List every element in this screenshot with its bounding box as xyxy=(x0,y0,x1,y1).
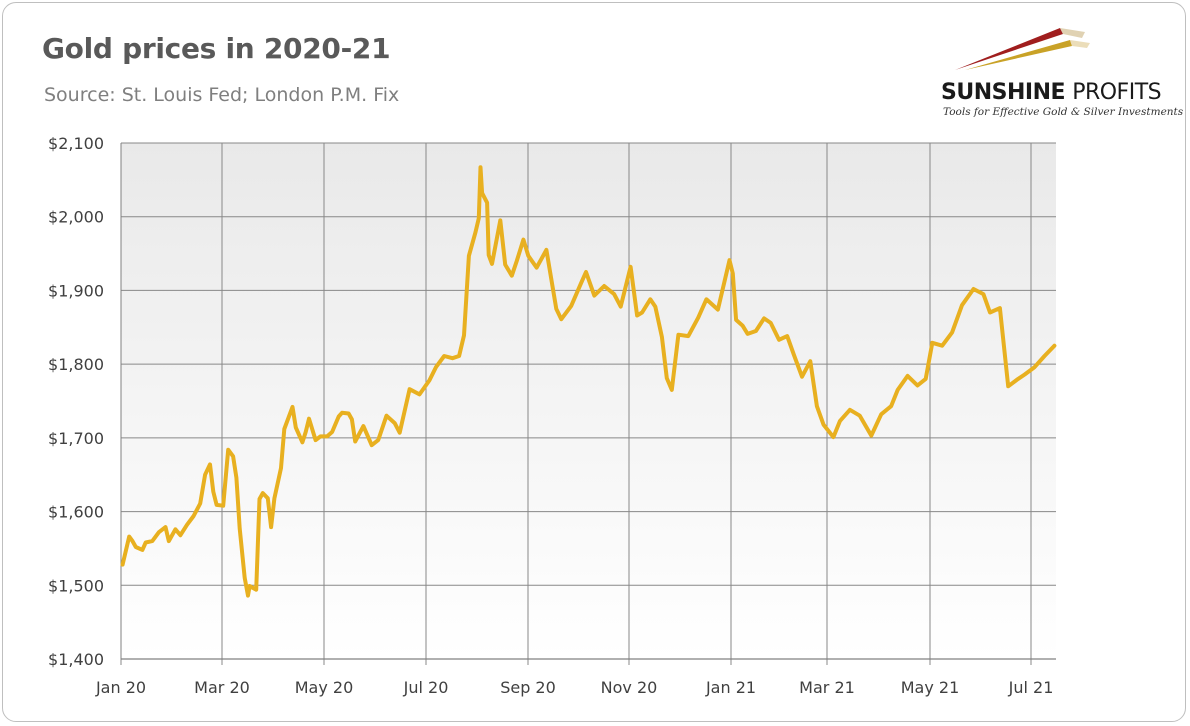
x-tick-label: Jul 21 xyxy=(1008,678,1054,697)
logo-rays-icon xyxy=(955,28,1090,70)
y-tick-label: $1,400 xyxy=(48,650,104,669)
x-tick-label: Jul 20 xyxy=(403,678,449,697)
y-tick-label: $1,600 xyxy=(48,503,104,522)
logo-wordmark: SUNSHINE PROFITS xyxy=(941,80,1162,105)
x-tick-label: Jan 20 xyxy=(95,678,146,697)
grid-lines xyxy=(120,142,1056,665)
x-tick-label: Jan 21 xyxy=(705,678,756,697)
x-tick-label: Mar 20 xyxy=(194,678,250,697)
sunshine-profits-logo: SUNSHINE PROFITS Tools for Effective Gol… xyxy=(935,18,1183,118)
x-tick-label: May 21 xyxy=(901,678,960,697)
price-series xyxy=(120,165,1057,598)
x-tick-label: Nov 20 xyxy=(601,678,658,697)
x-axis-ticks: Jan 20 Mar 20 May 20 Jul 20 Sep 20 Nov 20 Jan … xyxy=(95,678,1053,697)
chart-title: Gold prices in 2020-21 xyxy=(42,32,391,65)
logo-word-main: SUNSHINE xyxy=(941,80,1066,105)
y-tick-label: $2,100 xyxy=(48,134,104,153)
x-tick-label: May 20 xyxy=(295,678,354,697)
y-tick-label: $1,800 xyxy=(48,355,104,374)
y-tick-label: $1,900 xyxy=(48,281,104,300)
y-tick-label: $1,700 xyxy=(48,429,104,448)
logo-tagline: Tools for Effective Gold & Silver Invest… xyxy=(943,106,1184,118)
chart-subtitle: Source: St. Louis Fed; London P.M. Fix xyxy=(44,84,400,106)
x-tick-label: Mar 21 xyxy=(799,678,855,697)
logo-word-second: PROFITS xyxy=(1072,80,1162,105)
y-axis-ticks: $1,400 $1,500 $1,600 $1,700 $1,800 $1,900 $2,0… xyxy=(48,134,104,669)
y-tick-label: $1,500 xyxy=(48,576,104,595)
x-tick-label: Sep 20 xyxy=(500,678,556,697)
plot-area xyxy=(121,143,1056,659)
y-tick-label: $2,000 xyxy=(48,208,104,227)
gold-price-line xyxy=(120,165,1057,598)
